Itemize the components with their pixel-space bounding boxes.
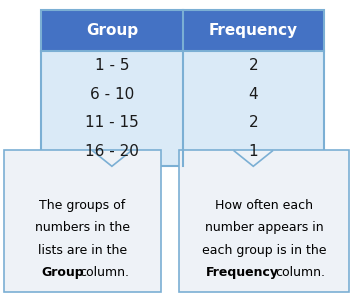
Text: 4: 4 <box>248 86 258 102</box>
Text: column.: column. <box>79 266 129 279</box>
Bar <box>4 150 161 292</box>
Bar <box>179 150 349 292</box>
Text: each group is in the: each group is in the <box>202 244 326 257</box>
Bar <box>41 10 324 166</box>
Text: 1: 1 <box>248 144 258 159</box>
Text: numbers in the: numbers in the <box>35 221 130 235</box>
Text: 6 - 10: 6 - 10 <box>90 86 134 102</box>
Text: Group: Group <box>41 266 84 279</box>
Text: 2: 2 <box>248 58 258 73</box>
Bar <box>41 10 324 51</box>
Text: 2: 2 <box>248 115 258 131</box>
Text: Frequency: Frequency <box>206 266 279 279</box>
Text: 1 - 5: 1 - 5 <box>95 58 129 73</box>
Text: 16 - 20: 16 - 20 <box>85 144 139 159</box>
Text: The groups of: The groups of <box>39 199 125 212</box>
Text: Frequency: Frequency <box>209 23 298 38</box>
Text: number appears in: number appears in <box>205 221 323 235</box>
Text: Group: Group <box>86 23 138 38</box>
Text: column.: column. <box>275 266 325 279</box>
Text: How often each: How often each <box>215 199 313 212</box>
Bar <box>41 51 324 166</box>
Text: 11 - 15: 11 - 15 <box>85 115 139 131</box>
Text: lists are in the: lists are in the <box>38 244 127 257</box>
